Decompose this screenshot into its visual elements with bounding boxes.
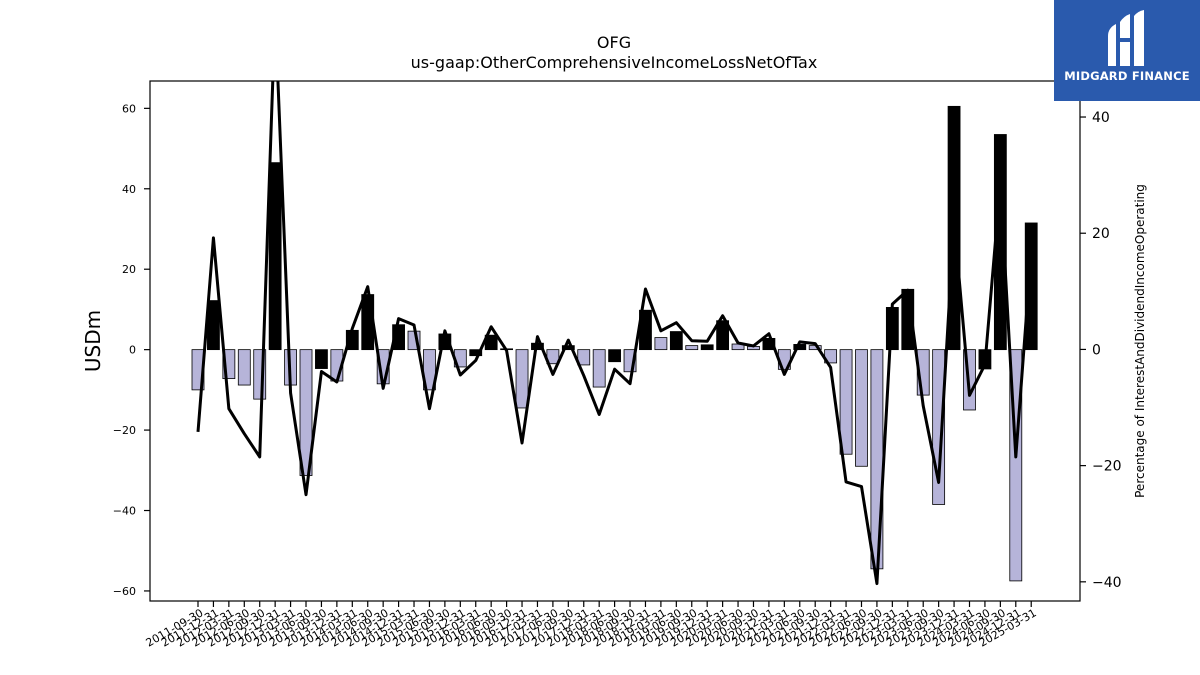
logo-text: MIDGARD FINANCE [1064,69,1190,83]
chart-subtitle: us-gaap:OtherComprehensiveIncomeLossNetO… [411,53,818,72]
brand-logo: MIDGARD FINANCE [1054,0,1200,101]
bar-2016-12-31 [515,349,529,409]
y-tick-label: 40 [122,183,136,196]
y-tick-label: −40 [113,505,136,518]
bar-2018-03-31 [592,349,606,388]
y2-tick-label: 0 [1092,342,1101,358]
bar-2012-12-31 [268,162,282,351]
bar-2019-09-30 [685,345,699,351]
y2-axis: −40 −20 0 20 40 [1080,110,1122,591]
bar-2013-06-30 [299,349,313,476]
bar-2018-06-30 [608,349,622,363]
bar-2022-03-31 [839,349,853,455]
logo-mark-icon [1108,10,1144,66]
bar-2012-06-30 [237,349,251,386]
bar-2020-03-31 [716,320,730,351]
bar-2022-09-30 [870,349,884,570]
y-tick-label: 20 [122,263,136,276]
y2-tick-label: 40 [1092,110,1110,126]
bars-group [191,105,1038,582]
y2-tick-label: 20 [1092,226,1110,242]
bar-2020-12-31 [762,337,776,351]
bar-2019-06-30 [669,331,683,351]
x-axis: 2011-09-302011-12-312012-03-312012-06-30… [144,601,1039,650]
y2-tick-label: −20 [1092,459,1122,475]
line-group [196,81,1033,586]
bar-2019-03-31 [654,337,668,351]
chart-title: OFG [597,33,631,52]
y-tick-label: −60 [113,585,136,598]
bar-2022-06-30 [855,349,868,467]
bar-2019-12-31 [700,344,714,351]
y-tick-label: 60 [122,102,136,115]
y-axis-label: USDm [81,310,105,372]
y-tick-label: −20 [113,424,136,437]
y-axis: −60 −40 −20 0 20 40 60 [113,102,150,598]
y2-tick-label: −40 [1092,575,1122,591]
bar-2013-09-30 [315,349,328,369]
bar-2017-12-31 [577,349,591,366]
y-tick-label: 0 [129,344,136,357]
bar-2025-03-31 [1024,222,1038,351]
bar-2016-03-31 [469,349,483,357]
ratio-line [196,81,1033,586]
bar-2017-09-30 [561,345,575,351]
y2-axis-label: Percentage of InterestAndDividendIncomeO… [1133,184,1147,498]
